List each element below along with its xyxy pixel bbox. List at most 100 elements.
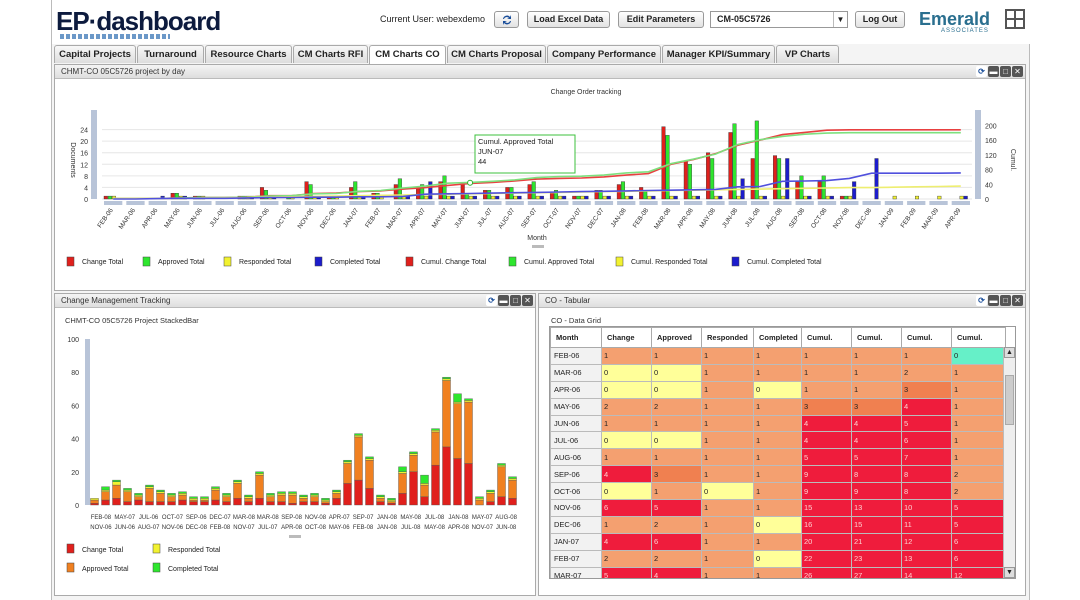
chart-title: Change Order tracking <box>551 89 622 96</box>
tab-vp-charts[interactable]: VP Charts <box>776 45 839 63</box>
column-header[interactable]: Cumul. <box>801 327 852 348</box>
close-icon[interactable]: ✕ <box>1012 295 1023 306</box>
minimize-icon[interactable]: ▬ <box>988 66 999 77</box>
table-cell: 6 <box>951 549 1006 568</box>
stack-change-total <box>101 499 110 506</box>
tab-manager-kpi-summary[interactable]: Manager KPI/Summary <box>662 45 775 63</box>
table-row[interactable]: FEB-06 1 1 1 1 1 1 1 0 <box>550 347 1006 365</box>
table-row[interactable]: JUN-06 1 1 1 1 4 4 5 1 <box>550 414 1006 433</box>
table-cell: 8 <box>901 465 952 484</box>
legend-swatch <box>615 256 624 267</box>
table-cell: 1 <box>701 363 754 382</box>
logout-button[interactable]: Log Out <box>855 11 905 28</box>
bar-completed-total <box>562 195 567 200</box>
table-cell: 1 <box>753 482 802 501</box>
table-row[interactable]: NOV-06 6 5 1 1 15 13 10 5 <box>550 499 1006 517</box>
table-row[interactable]: AUG-06 1 1 1 1 5 5 7 1 <box>550 448 1006 467</box>
table-row[interactable]: JUL-06 0 0 1 1 4 4 6 1 <box>550 431 1006 450</box>
table-row[interactable]: FEB-07 2 2 1 0 22 23 13 6 <box>550 549 1006 568</box>
refresh-icon[interactable]: ⟳ <box>976 66 987 77</box>
stack-approved-total <box>343 463 352 484</box>
table-row[interactable]: DEC-06 1 2 1 0 16 15 11 5 <box>550 515 1006 534</box>
tab-company-performance[interactable]: Company Performance <box>547 45 661 63</box>
table-row[interactable]: MAY-06 2 2 1 1 3 3 4 1 <box>550 397 1006 416</box>
stack-responded-total <box>222 494 231 497</box>
refresh-button[interactable] <box>494 11 519 28</box>
column-header[interactable]: Cumul. <box>901 327 952 348</box>
stack-change-total <box>233 498 242 506</box>
maximize-icon[interactable]: □ <box>1000 295 1011 306</box>
stack-completed-total <box>288 491 297 494</box>
x-tick-label: DEC-07 <box>209 515 231 521</box>
column-header[interactable]: Month <box>550 327 602 348</box>
x-axis-strip <box>371 201 390 205</box>
table-row[interactable]: OCT-06 0 1 0 1 9 9 8 2 <box>550 482 1006 501</box>
tab-resource-charts[interactable]: Resource Charts <box>205 45 292 63</box>
column-header[interactable]: Cumul. <box>851 327 902 348</box>
scroll-thumb[interactable] <box>1005 375 1014 425</box>
stack-approved-total <box>453 403 462 459</box>
tab-cm-charts-proposal[interactable]: CM Charts Proposal <box>447 45 546 63</box>
table-row[interactable]: JAN-07 4 6 1 1 20 21 12 6 <box>550 532 1006 551</box>
table-cell: 0 <box>651 380 702 399</box>
table-row[interactable]: SEP-06 4 3 1 1 9 8 8 2 <box>550 465 1006 484</box>
x-tick-label: JUL-06 <box>209 207 227 228</box>
tab-cm-charts-rfi[interactable]: CM Charts RFI <box>293 45 368 63</box>
table-cell: 2 <box>951 482 1006 501</box>
stack-responded-total <box>299 496 308 499</box>
table-row[interactable]: APR-06 0 0 1 0 1 1 3 1 <box>550 380 1006 399</box>
bar-completed-total <box>450 195 455 200</box>
chevron-down-icon[interactable]: ▼ <box>833 12 847 27</box>
x-axis-strip <box>907 201 926 205</box>
column-header[interactable]: Completed <box>753 327 802 348</box>
x-axis-strip <box>550 201 569 205</box>
maximize-icon[interactable]: □ <box>510 295 521 306</box>
stack-change-total <box>409 471 418 506</box>
column-header[interactable]: Responded <box>701 327 754 348</box>
x-tick-label: FEB-06 <box>96 207 115 229</box>
close-icon[interactable]: ✕ <box>1012 66 1023 77</box>
bar-change-total <box>259 187 264 200</box>
grid-scrollbar[interactable]: ▲ ▼ <box>1003 347 1015 578</box>
table-cell: 1 <box>701 515 754 534</box>
table-cell: 1 <box>801 363 852 382</box>
x-tick-label: MAR-08 <box>653 207 673 231</box>
x-axis-strip <box>706 201 725 205</box>
table-cell: 1 <box>753 347 802 365</box>
tab-capital-projects[interactable]: Capital Projects <box>54 45 136 63</box>
refresh-icon[interactable]: ⟳ <box>976 295 987 306</box>
maximize-icon[interactable]: □ <box>1000 66 1011 77</box>
minimize-icon[interactable]: ▬ <box>498 295 509 306</box>
column-header[interactable]: Change <box>601 327 652 348</box>
scroll-up-icon[interactable]: ▲ <box>1004 347 1015 358</box>
edit-parameters-button[interactable]: Edit Parameters <box>618 11 704 28</box>
bar-change-total <box>661 126 666 200</box>
table-cell: 13 <box>901 549 952 568</box>
co-data-grid[interactable]: Month Change Approved Responded Completed Cum… <box>549 326 1016 579</box>
scroll-down-icon[interactable]: ▼ <box>1004 567 1015 578</box>
x-tick-label: MAR-06 <box>118 207 138 231</box>
refresh-icon[interactable]: ⟳ <box>486 295 497 306</box>
tab-turnaround[interactable]: Turnaround <box>137 45 204 63</box>
close-icon[interactable]: ✕ <box>522 295 533 306</box>
bar-approved-total <box>442 175 447 200</box>
stack-approved-total <box>112 484 121 499</box>
stack-responded-total <box>387 499 396 502</box>
column-header[interactable]: Cumul. <box>951 327 1006 348</box>
x-tick-label: OCT-08 <box>810 207 829 230</box>
bar-approved-total <box>777 158 782 200</box>
stack-completed-total <box>222 493 231 496</box>
panel-title: CO - Tabular <box>545 296 591 305</box>
table-row[interactable]: MAR-07 5 4 1 1 26 27 14 12 <box>550 566 1006 578</box>
minimize-icon[interactable]: ▬ <box>988 295 999 306</box>
load-excel-button[interactable]: Load Excel Data <box>527 11 610 28</box>
table-cell: 6 <box>651 532 702 551</box>
stack-completed-total <box>398 466 407 473</box>
project-select[interactable]: CM-05C5726 ▼ <box>710 11 848 28</box>
column-header[interactable]: Approved <box>651 327 702 348</box>
table-row[interactable]: MAR-06 0 0 1 1 1 1 2 1 <box>550 363 1006 382</box>
bar-completed-total <box>807 195 812 200</box>
row-month: JUL-06 <box>550 431 602 450</box>
stack-responded-total <box>486 491 495 494</box>
tab-cm-charts-co[interactable]: CM Charts CO <box>369 45 446 64</box>
